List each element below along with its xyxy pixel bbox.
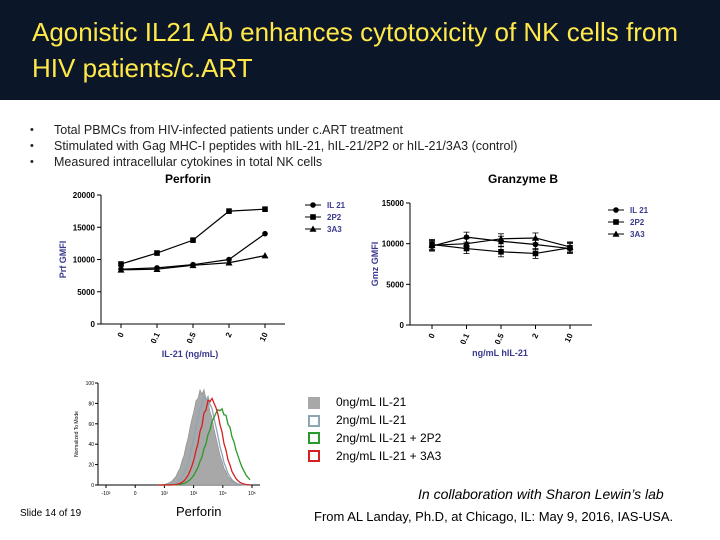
y-tick-label: 15000 (382, 199, 405, 208)
data-point (153, 265, 161, 272)
data-point (463, 240, 470, 247)
histogram-curve (157, 396, 251, 486)
histogram-curve-filled (157, 388, 251, 486)
x-tick-label: 0.1 (149, 331, 162, 345)
bullet-item: Stimulated with Gag MHC-I peptides with … (30, 138, 710, 154)
legend-label: 3A3 (327, 225, 342, 234)
source-citation: From AL Landay, Ph.D, at Chicago, IL: Ma… (314, 509, 674, 524)
y-tick-label: 80 (88, 401, 94, 407)
data-point (189, 261, 197, 269)
x-tick-label: 0.1 (458, 332, 471, 346)
bullet-item: Measured intracellular cytokines in tota… (30, 154, 710, 170)
legend-label: 2ng/mL IL-21 (336, 413, 407, 427)
x-tick-label: 0.5 (185, 331, 198, 345)
x-tick-label: 0 (427, 332, 437, 340)
y-tick-label: 20000 (73, 191, 96, 200)
x-tick-label: 10² (161, 491, 169, 497)
slide-number: Slide 14 of 19 (20, 508, 82, 519)
legend-swatch (308, 450, 320, 462)
bullet-list: Total PBMCs from HIV-infected patients u… (30, 122, 710, 170)
data-point (532, 250, 539, 257)
legend-label: 3A3 (630, 230, 645, 239)
y-tick-label: 0 (91, 483, 94, 489)
x-tick-label: 0 (134, 491, 137, 497)
legend-label: 0ng/mL IL-21 (336, 395, 407, 409)
legend-swatch (308, 397, 320, 409)
y-tick-label: 10000 (382, 240, 405, 249)
data-point (497, 235, 505, 242)
data-point (532, 234, 539, 241)
legend-marker (310, 202, 316, 208)
y-axis-label: Gmz GMFI (370, 242, 380, 287)
y-tick-label: 100 (86, 381, 95, 387)
legend-label: 2ng/mL IL-21 + 2P2 (336, 431, 442, 445)
legend-label: 2ng/mL IL-21 + 3A3 (336, 449, 442, 463)
data-point (428, 241, 436, 249)
data-point (262, 230, 268, 237)
data-point (498, 249, 504, 255)
y-tick-label: 5000 (77, 288, 95, 297)
perforin-histogram: 100 80 60 40 20 0 -10² 0 10² 10³ 10⁴ 10⁵ Normalized … (74, 381, 260, 497)
data-point (190, 237, 196, 243)
y-axis-label: Prf GMFI (58, 241, 68, 279)
bullet-item: Total PBMCs from HIV-infected patients u… (30, 122, 710, 138)
legend-label: 2P2 (630, 218, 645, 227)
legend-label: 2P2 (327, 213, 342, 222)
x-tick-label: 2 (530, 332, 540, 340)
series-line (120, 208, 266, 265)
y-tick-label: 60 (88, 422, 94, 428)
y-tick-label: 40 (88, 442, 94, 448)
data-point (225, 259, 233, 266)
granzyme-chart-title: Granzyme B (488, 172, 559, 186)
legend-label: IL 21 (630, 206, 649, 215)
x-tick-label: -10² (102, 491, 111, 497)
y-tick-label: 0 (91, 320, 96, 329)
x-tick-label: 10⁴ (219, 491, 227, 497)
granzyme-line-chart: 0 5000 10000 15000 0 0.1 0.5 2 10 ng/mL hIL-21 Gmz… (370, 199, 649, 358)
data-point (154, 250, 160, 256)
collaboration-note: In collaboration with Sharon Lewin’s lab (418, 486, 664, 502)
data-point (262, 206, 268, 212)
slide-title: Agonistic IL21 Ab enhances cytotoxicity … (32, 17, 678, 83)
x-axis-label: ng/mL hIL-21 (472, 348, 528, 358)
data-point (566, 243, 574, 250)
x-tick-label: 2 (224, 331, 234, 339)
legend-swatch (308, 415, 320, 427)
legend-marker (612, 230, 620, 237)
y-tick-label: 20 (88, 463, 94, 469)
x-tick-label: 10³ (190, 491, 198, 497)
legend-label: IL 21 (327, 201, 346, 210)
y-tick-label: 15000 (73, 223, 96, 232)
legend-marker (309, 225, 317, 232)
legend-marker (613, 219, 619, 225)
y-axis-label: Normalized To Mode (74, 411, 80, 457)
y-tick-label: 10000 (73, 256, 96, 265)
x-tick-label: 10⁵ (248, 491, 256, 497)
data-point (118, 261, 124, 267)
x-tick-label: 10 (563, 332, 575, 344)
legend-marker (310, 214, 316, 220)
legend-marker (613, 207, 619, 213)
histogram-curve (157, 394, 251, 486)
slide-header: Agonistic IL21 Ab enhances cytotoxicity … (0, 0, 720, 100)
histogram-x-label: Perforin (176, 504, 222, 519)
data-point (117, 266, 125, 273)
perforin-chart-title: Perforin (165, 172, 212, 186)
y-tick-label: 5000 (386, 280, 404, 289)
x-tick-label: 0.5 (493, 332, 506, 346)
x-axis-label: IL-21 (ng/mL) (162, 349, 219, 359)
perforin-line-chart: 0 5000 10000 15000 20000 0 0.1 0.5 2 10 IL-21 (ng/… (58, 191, 346, 359)
x-tick-label: 0 (116, 331, 126, 339)
data-point (261, 252, 269, 259)
y-tick-label: 0 (400, 321, 405, 330)
x-tick-label: 10 (258, 331, 270, 343)
data-point (226, 208, 232, 214)
legend-swatch (308, 432, 320, 444)
